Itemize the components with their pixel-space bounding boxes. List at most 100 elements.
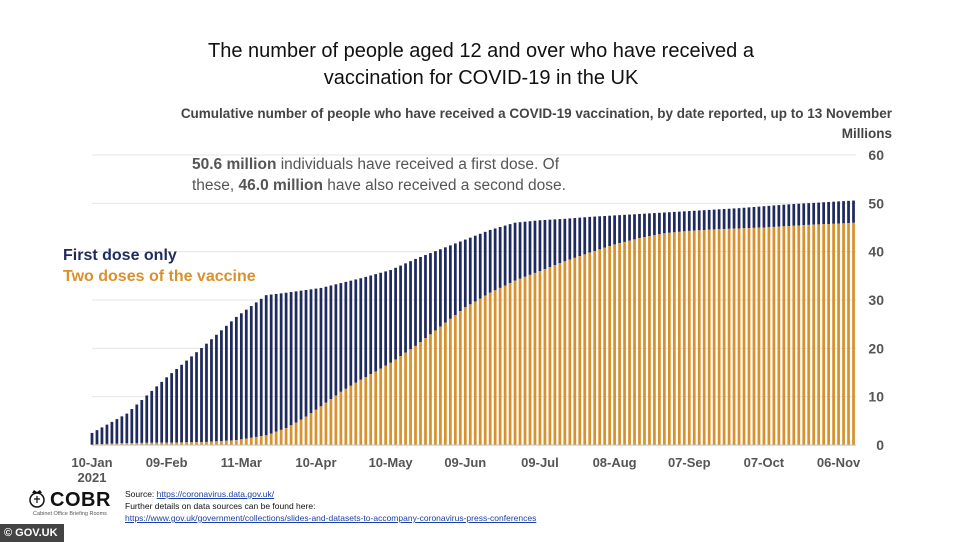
bar-two-doses (349, 385, 353, 445)
bar-two-doses (369, 374, 373, 445)
bar-two-doses (274, 431, 278, 445)
bar-first-dose-only (478, 233, 482, 299)
bar-two-doses (404, 352, 407, 445)
further-details-text: Further details on data sources can be f… (125, 501, 316, 511)
bar-two-doses (643, 237, 646, 445)
bar-two-doses (429, 334, 432, 445)
bar-two-doses (259, 436, 263, 445)
bar-two-doses (289, 425, 293, 445)
bar-first-dose-only (458, 241, 462, 312)
bar-two-doses (747, 228, 751, 445)
bar-first-dose-only (339, 283, 343, 392)
bar-first-dose-only (309, 289, 313, 414)
bar-two-doses (424, 338, 427, 445)
bar-two-doses (638, 238, 641, 445)
bar-first-dose-only (633, 214, 636, 240)
bar-first-dose-only (434, 251, 437, 331)
bar-two-doses (543, 269, 547, 445)
source-link[interactable]: https://coronavirus.data.gov.uk/ (156, 489, 275, 499)
bar-two-doses (687, 230, 691, 445)
bar-first-dose-only (588, 216, 592, 253)
bar-first-dose-only (518, 222, 522, 279)
bar-two-doses (787, 226, 791, 445)
bar-first-dose-only (115, 419, 119, 444)
bar-first-dose-only (618, 215, 621, 244)
bar-first-dose-only (792, 204, 796, 226)
bar-two-doses (284, 428, 288, 445)
bar-two-doses (200, 442, 203, 445)
bar-two-doses (210, 441, 213, 445)
further-details-link[interactable]: https://www.gov.uk/government/collection… (125, 513, 537, 523)
bar-first-dose-only (264, 295, 268, 436)
bar-two-doses (344, 388, 348, 445)
bar-two-doses (434, 330, 437, 445)
bar-first-dose-only (344, 281, 348, 389)
bar-first-dose-only (523, 221, 527, 277)
bar-two-doses (797, 225, 801, 445)
bar-first-dose-only (254, 302, 258, 437)
bar-two-doses (229, 440, 233, 445)
bar-two-doses (672, 232, 676, 445)
bar-two-doses (827, 224, 830, 445)
bar-two-doses (220, 441, 223, 445)
bar-two-doses (399, 356, 402, 445)
x-tick-label: 07-Sep (668, 455, 711, 470)
bar-two-doses (777, 226, 781, 445)
bar-two-doses (692, 230, 696, 445)
axes: 0 10 20 30 40 50 60 10-Jan 2021 09-Feb 11-Mar 10-Ap… (71, 147, 884, 485)
bar-two-doses (613, 244, 616, 445)
bar-first-dose-only (643, 213, 646, 238)
bar-two-doses (667, 232, 671, 445)
bar-first-dose-only (195, 352, 198, 443)
bar-first-dose-only (503, 225, 507, 286)
bar-two-doses (140, 442, 144, 445)
bar-two-doses (483, 295, 487, 445)
bar-first-dose-only (165, 377, 169, 443)
bar-first-dose-only (742, 207, 746, 229)
bar-two-doses (324, 402, 328, 445)
bar-two-doses (588, 252, 592, 445)
bar-first-dose-only (175, 368, 178, 443)
bar-two-doses (518, 278, 522, 445)
bar-first-dose-only (797, 203, 801, 226)
bar-two-doses (563, 261, 567, 445)
bar-two-doses (150, 442, 154, 445)
x-tick-label: 09-Feb (146, 455, 188, 470)
bar-first-dose-only (399, 265, 402, 357)
y-tick-label: 40 (868, 244, 884, 260)
bar-two-doses (523, 276, 527, 445)
bar-first-dose-only (140, 399, 144, 443)
bar-two-doses (732, 228, 736, 445)
bar-two-doses (817, 224, 821, 445)
bar-two-doses (160, 442, 164, 445)
bar-two-doses (458, 311, 462, 445)
bar-two-doses (414, 345, 417, 445)
bar-first-dose-only (727, 208, 731, 229)
bar-first-dose-only (359, 278, 363, 380)
bar-two-doses (175, 442, 178, 445)
bar-first-dose-only (787, 204, 791, 227)
annotation-text-2: have also received a second dose. (322, 177, 566, 194)
bar-two-doses (329, 399, 333, 445)
bar-first-dose-only (648, 213, 651, 237)
bar-two-doses (120, 443, 124, 445)
bar-two-doses (468, 304, 472, 445)
x-tick-label: 10-Apr (295, 455, 336, 470)
bar-two-doses (439, 326, 442, 445)
bar-first-dose-only (598, 216, 602, 250)
bar-first-dose-only (379, 272, 383, 369)
bar-first-dose-only (807, 203, 811, 225)
bar-two-doses (180, 442, 183, 445)
bar-first-dose-only (782, 204, 786, 227)
bar-first-dose-only (210, 339, 213, 442)
bar-two-doses (244, 438, 248, 445)
bar-two-doses (712, 229, 716, 445)
bar-two-doses (722, 229, 726, 445)
bar-two-doses (513, 280, 517, 445)
bar-two-doses (553, 265, 557, 445)
bar-first-dose-only (289, 292, 293, 426)
bar-first-dose-only (389, 270, 393, 363)
y-tick-label: 30 (868, 292, 884, 308)
bar-first-dose-only (90, 432, 94, 445)
